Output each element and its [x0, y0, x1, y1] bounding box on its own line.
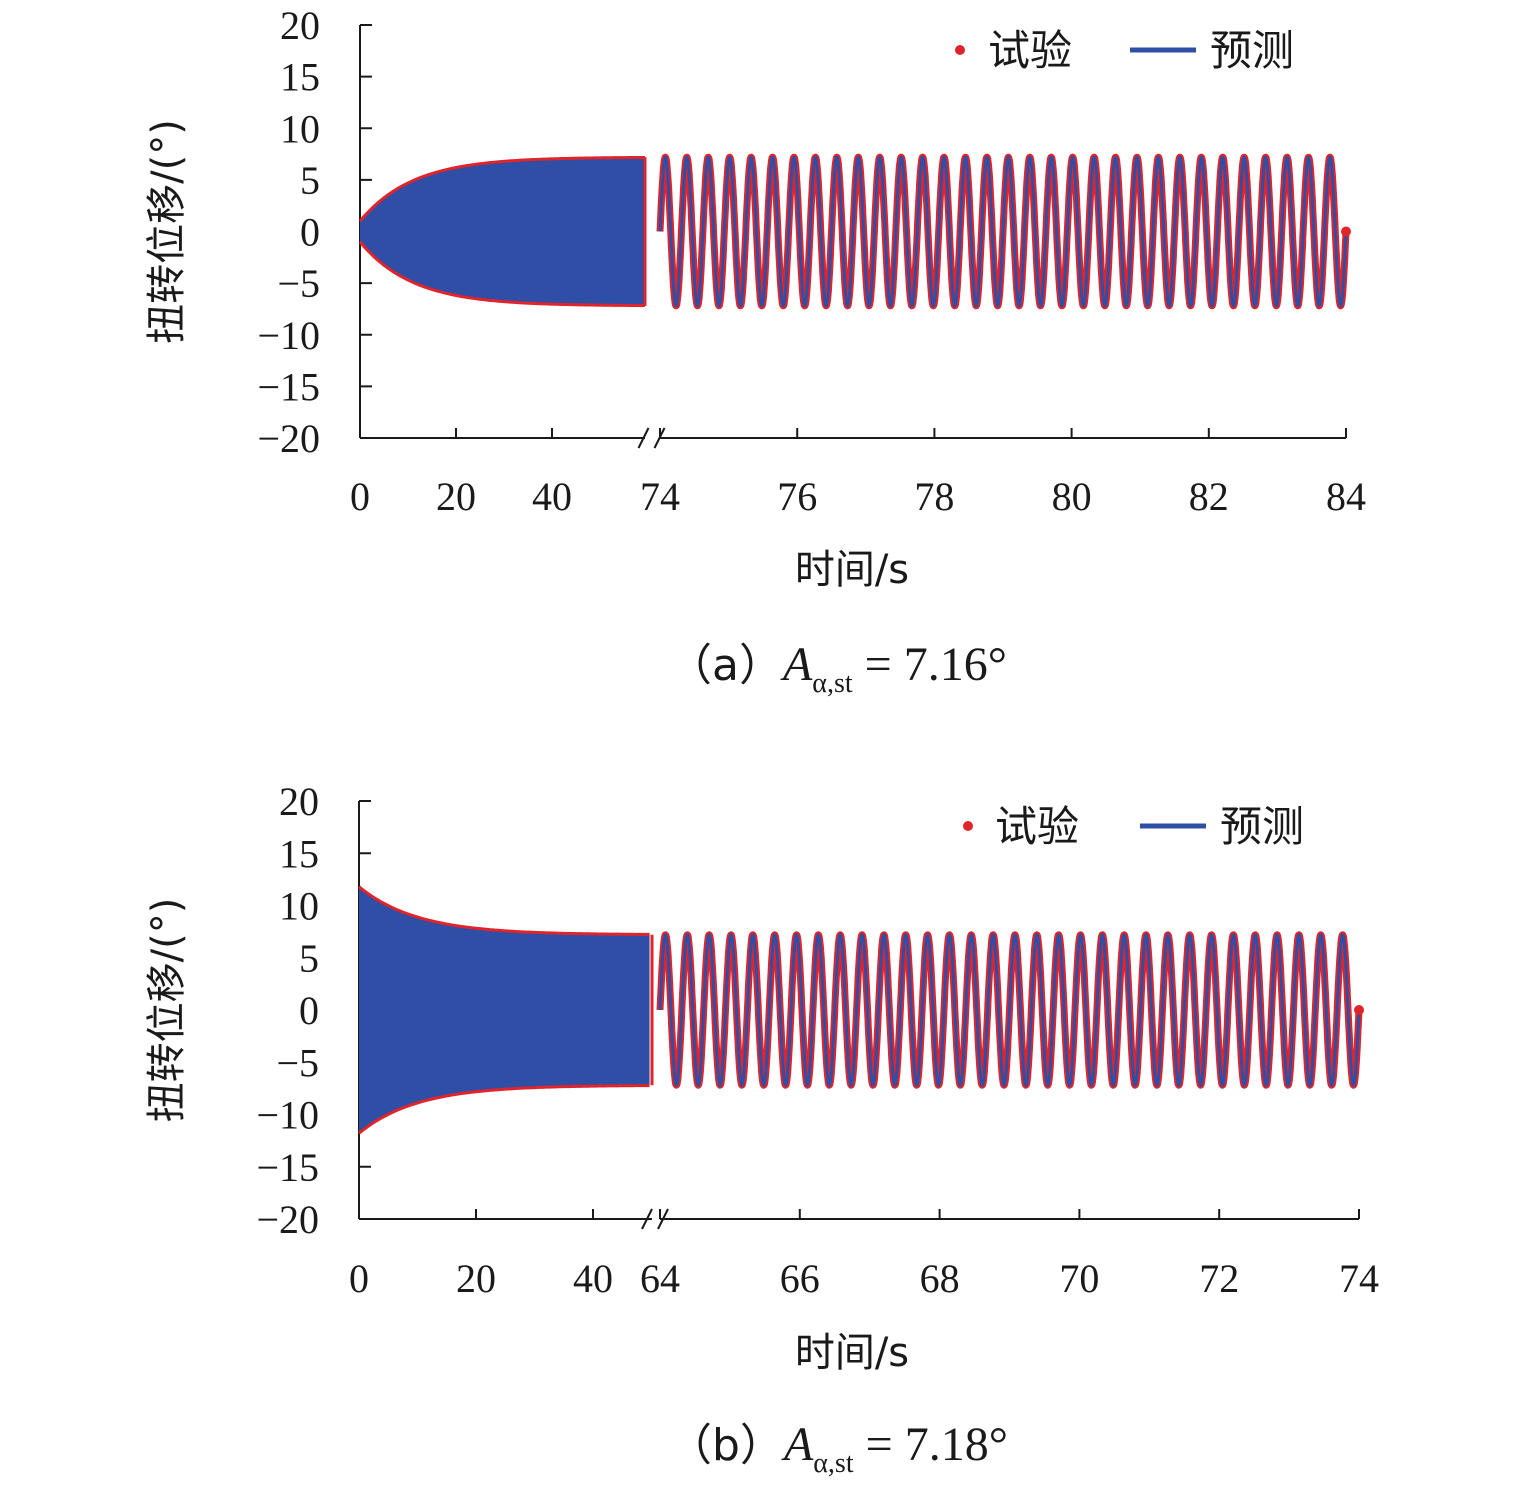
caption-label: （b）	[668, 1420, 784, 1471]
y-tick-label: 10	[280, 106, 320, 151]
y-axis-title: 扭转位移/(°)	[144, 898, 190, 1123]
x-axis-title: 时间/s	[795, 1330, 909, 1376]
caption-subscript: α,st	[813, 1448, 854, 1479]
caption-value: = 7.16°	[853, 638, 1007, 691]
y-tick-label: −10	[257, 313, 320, 358]
x-tick-label: 76	[777, 474, 817, 519]
caption-symbol: A	[781, 1418, 814, 1471]
x-tick-label: 80	[1052, 474, 1092, 519]
legend-label-prediction: 预测	[1210, 26, 1294, 75]
y-tick-label: 0	[299, 988, 319, 1033]
y-axis-title: 扭转位移/(°)	[144, 119, 190, 344]
chart-panel-a: 20 15 10 5 0 −5 −10 −15 −20 0 20 40 74 76 78 80 82 84 试验 预测…	[144, 3, 1366, 699]
x-tick-label: 66	[780, 1256, 820, 1301]
axis-break-mark	[637, 427, 650, 449]
y-tick-label: 5	[299, 936, 319, 981]
x-tick-label: 64	[640, 1256, 680, 1301]
x-tick-label: 74	[640, 474, 680, 519]
legend-label-experiment: 试验	[988, 26, 1072, 75]
y-tick-label: 20	[279, 779, 319, 824]
experiment-envelope-lower	[358, 240, 646, 308]
prediction-envelope-fill	[359, 886, 650, 1134]
y-tick-label: −15	[256, 1145, 319, 1190]
y-tick-label: −20	[256, 1197, 319, 1242]
y-tick-label: −20	[257, 416, 320, 461]
x-tick-label: 0	[349, 1256, 369, 1301]
x-tick-label: 40	[573, 1256, 613, 1301]
chart-panel-b: 20 15 10 5 0 −5 −10 −15 −20 0 20 40 64 66 68 70 72 74 试验 预测…	[144, 779, 1379, 1479]
x-tick-label: 82	[1189, 474, 1229, 519]
experiment-end-marker	[1354, 1005, 1364, 1015]
x-tick-label: 70	[1059, 1256, 1099, 1301]
x-tick-label: 20	[456, 1256, 496, 1301]
y-tick-label: −5	[276, 1040, 319, 1085]
experiment-envelope-lower	[358, 1084, 650, 1135]
x-tick-label: 20	[436, 474, 476, 519]
y-tick-label: 0	[300, 210, 320, 255]
axis-break-mark	[641, 1208, 653, 1230]
experiment-envelope-upper	[358, 885, 650, 936]
x-tick-label: 68	[920, 1256, 960, 1301]
legend-marker-experiment	[963, 821, 973, 831]
legend: 试验 预测	[955, 26, 1294, 75]
caption-subscript: α,st	[812, 668, 853, 699]
y-tick-label: 20	[280, 3, 320, 48]
y-tick-label: 10	[279, 884, 319, 929]
caption-label: （a）	[668, 640, 783, 691]
legend: 试验 预测	[963, 802, 1304, 851]
x-tick-label: 74	[1339, 1256, 1379, 1301]
prediction-series-line	[658, 933, 1361, 1087]
x-tick-label: 40	[532, 474, 572, 519]
x-axis-title: 时间/s	[795, 547, 909, 593]
y-tick-label: −10	[256, 1093, 319, 1138]
axis-break-mark	[657, 1208, 669, 1230]
legend-label-experiment: 试验	[995, 802, 1079, 851]
caption-value: = 7.18°	[854, 1418, 1008, 1471]
x-tick-label: 0	[350, 474, 370, 519]
x-tick-label: 72	[1199, 1256, 1239, 1301]
legend-label-prediction: 预测	[1220, 802, 1304, 851]
legend-marker-experiment	[955, 45, 965, 55]
prediction-series-line	[658, 155, 1348, 308]
experiment-envelope-upper	[358, 155, 646, 223]
prediction-envelope-fill	[360, 157, 645, 306]
panel-caption: （a）Aα,st = 7.16°	[668, 638, 1007, 699]
x-tick-label: 78	[914, 474, 954, 519]
y-tick-label: 15	[280, 55, 320, 100]
y-tick-label: −5	[277, 261, 320, 306]
y-tick-label: 15	[279, 831, 319, 876]
x-tick-label: 84	[1326, 474, 1366, 519]
panel-caption: （b）Aα,st = 7.18°	[668, 1418, 1008, 1479]
y-tick-label: 5	[300, 158, 320, 203]
experiment-end-marker	[1341, 226, 1351, 237]
caption-symbol: A	[780, 638, 813, 691]
y-tick-label: −15	[257, 364, 320, 409]
